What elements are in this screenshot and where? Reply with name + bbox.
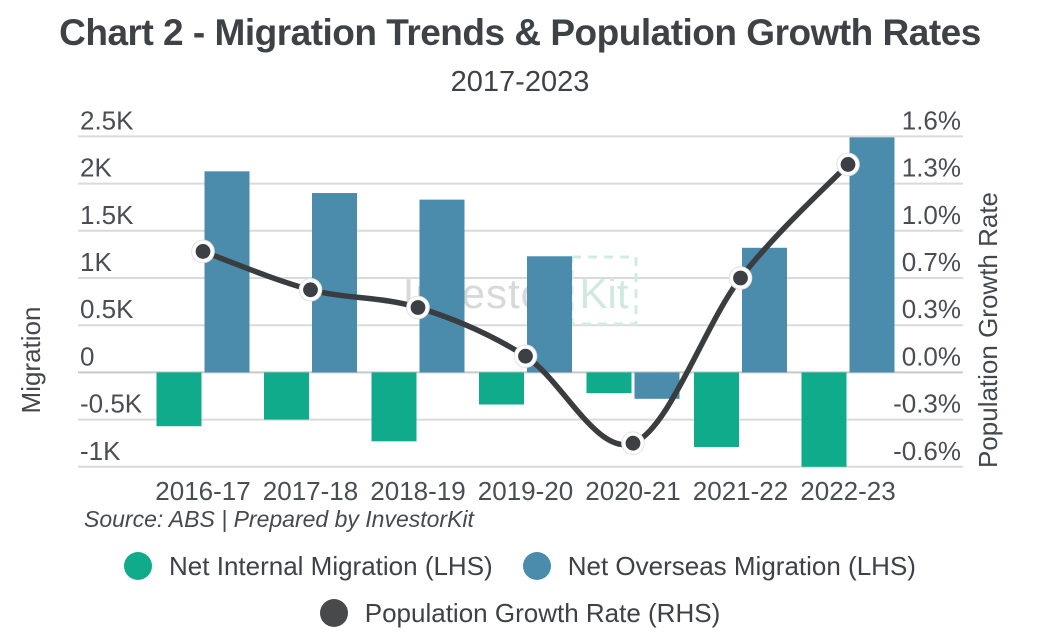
x-axis-label: 2017-18	[263, 476, 358, 505]
x-axis-label: 2021-22	[693, 476, 788, 505]
x-axis-labels: 2016-17 2017-18 2018-19 2019-20 2020-21 2021-…	[155, 476, 895, 505]
left-axis-tick: -0.5K	[80, 389, 143, 419]
x-axis-label: 2019-20	[478, 476, 573, 505]
growth-dot	[625, 435, 641, 451]
growth-dot	[195, 244, 211, 259]
right-axis-tick: 1.6%	[902, 105, 961, 135]
growth-line-dots	[191, 152, 860, 456]
right-axis-tick: -0.6%	[893, 436, 961, 466]
source-note: Source: ABS | Prepared by InvestorKit	[84, 506, 474, 532]
bar-net-internal-migration	[479, 372, 524, 405]
left-axis-title: Migration	[16, 307, 46, 414]
right-axis-tick: 0.3%	[902, 294, 961, 324]
x-axis-label: 2022-23	[800, 476, 895, 505]
right-axis-tick: 1.3%	[902, 153, 961, 183]
legend-item-growth-rate: Population Growth Rate (RHS)	[319, 597, 721, 629]
bar-net-internal-migration	[694, 372, 739, 447]
bar-net-internal-migration	[801, 372, 847, 467]
left-axis-tick: 1.5K	[80, 200, 134, 230]
bar-net-internal-migration	[264, 372, 309, 420]
x-axis-label: 2020-21	[585, 476, 680, 505]
legend-item-internal-migration: Net Internal Migration (LHS)	[124, 551, 493, 582]
left-axis-tick: -1K	[80, 436, 121, 466]
bar-net-internal-migration	[156, 372, 202, 427]
bar-net-overseas-migration	[849, 137, 895, 373]
left-axis-tick: 0	[80, 341, 94, 371]
right-axis-tick: -0.3%	[893, 389, 961, 419]
overseas-migration-marker-icon	[522, 552, 551, 580]
bar-net-internal-migration-series	[156, 372, 847, 467]
left-axis-tick: 2K	[80, 153, 112, 183]
bar-net-overseas-migration	[204, 171, 250, 373]
left-axis-tick: 2.5K	[80, 105, 134, 135]
growth-dot	[410, 300, 426, 315]
right-axis-title: Population Growth Rate	[973, 192, 1003, 468]
legend-row-2: Population Growth Rate (RHS)	[0, 598, 1040, 628]
bar-net-internal-migration	[586, 372, 632, 394]
right-axis-tick: 0.0%	[902, 341, 961, 371]
growth-rate-marker-icon	[319, 599, 348, 627]
combo-chart: 2.5K 1.6% 2K 1.3% 1.5K 1.0% 1K 0.7% 0.5K 0.3% 0 0.0…	[16, 105, 1003, 505]
legend: Net Internal Migration (LHS) Net Oversea…	[0, 551, 1040, 628]
legend-row-1: Net Internal Migration (LHS) Net Oversea…	[0, 551, 1040, 581]
legend-item-overseas-migration: Net Overseas Migration (LHS)	[522, 550, 916, 582]
bar-net-overseas-migration	[419, 199, 465, 373]
legend-label: Net Internal Migration (LHS)	[169, 550, 493, 581]
internal-migration-marker-icon	[124, 552, 153, 580]
page-title: Chart 2 - Migration Trends & Population …	[59, 12, 981, 53]
growth-dot	[733, 270, 748, 286]
legend-label: Net Overseas Migration (LHS)	[567, 550, 916, 581]
right-axis-tick: 1.0%	[902, 200, 961, 230]
left-axis-tick: 0.5K	[80, 294, 134, 324]
gridlines: 2.5K 1.6% 2K 1.3% 1.5K 1.0% 1K 0.7% 0.5K 0.3% 0 0.0…	[78, 105, 963, 468]
x-axis-label: 2016-17	[155, 476, 250, 505]
x-axis-label: 2018-19	[370, 476, 465, 505]
growth-dot	[518, 348, 533, 364]
growth-dot	[303, 282, 318, 298]
left-axis-tick: 1K	[80, 247, 112, 277]
bar-net-overseas-migration-series	[204, 137, 895, 399]
growth-dot	[840, 157, 856, 172]
right-axis-tick: 0.7%	[902, 247, 961, 277]
legend-label: Population Growth Rate (RHS)	[364, 597, 721, 628]
watermark-text-mint: Kit	[579, 270, 628, 317]
bar-net-internal-migration	[371, 372, 417, 442]
chart-subtitle: 2017-2023	[450, 66, 590, 98]
